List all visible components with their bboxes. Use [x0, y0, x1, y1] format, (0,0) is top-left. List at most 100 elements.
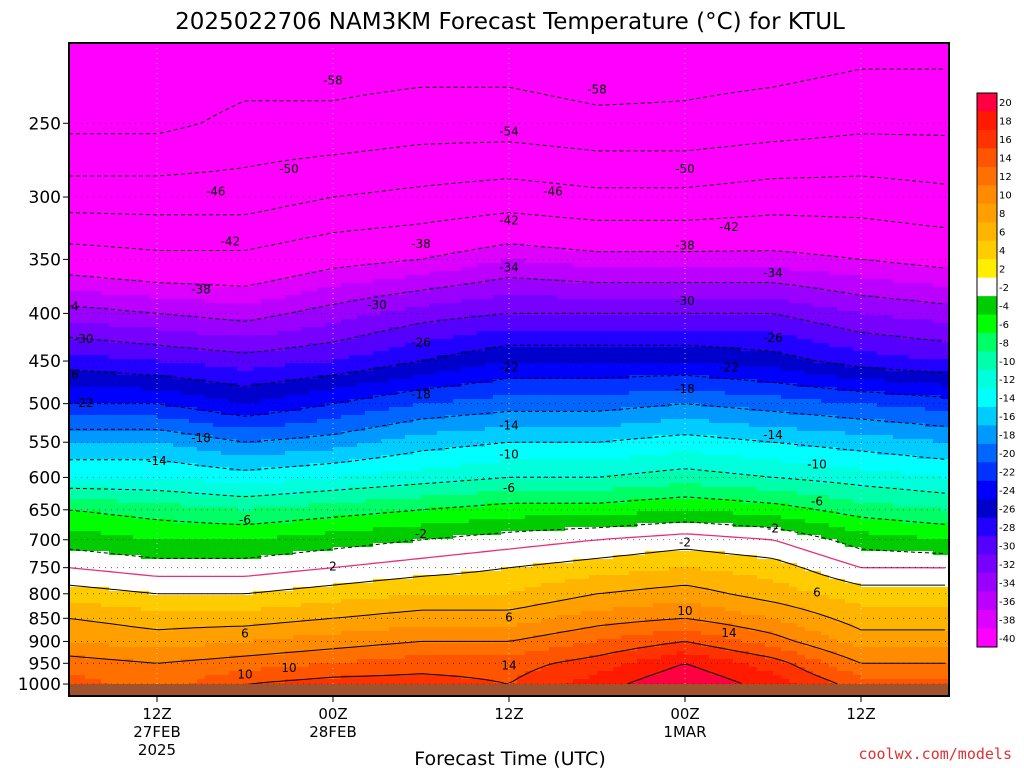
- temperature-cell: [301, 107, 310, 112]
- temperature-cell: [117, 511, 126, 516]
- temperature-cell: [165, 183, 174, 188]
- temperature-cell: [269, 239, 278, 244]
- temperature-cell: [189, 227, 198, 232]
- temperature-cell: [133, 671, 142, 676]
- temperature-cell: [189, 211, 198, 216]
- temperature-cell: [205, 239, 214, 244]
- temperature-cell: [69, 395, 78, 400]
- temperature-cell: [261, 327, 270, 332]
- temperature-cell: [237, 599, 246, 604]
- temperature-cell: [213, 623, 222, 628]
- temperature-cell: [141, 143, 150, 148]
- temperature-cell: [261, 387, 270, 392]
- temperature-cell: [245, 575, 254, 580]
- temperature-cell: [109, 579, 118, 584]
- temperature-cell: [277, 283, 286, 288]
- temperature-cell: [181, 187, 190, 192]
- temperature-cell: [197, 259, 206, 264]
- temperature-cell: [221, 455, 230, 460]
- temperature-cell: [125, 483, 134, 488]
- temperature-cell: [109, 659, 118, 664]
- temperature-cell: [173, 203, 182, 208]
- temperature-cell: [85, 271, 94, 276]
- temperature-cell: [269, 267, 278, 272]
- temperature-cell: [101, 191, 110, 196]
- temperature-cell: [157, 635, 166, 640]
- temperature-cell: [261, 67, 270, 72]
- temperature-cell: [189, 419, 198, 424]
- temperature-cell: [197, 223, 206, 228]
- temperature-cell: [269, 283, 278, 288]
- temperature-cell: [133, 147, 142, 152]
- temperature-cell: [101, 667, 110, 672]
- temperature-cell: [189, 543, 198, 548]
- temperature-cell: [165, 223, 174, 228]
- temperature-cell: [277, 127, 286, 132]
- temperature-cell: [165, 507, 174, 512]
- temperature-cell: [165, 159, 174, 164]
- temperature-cell: [85, 671, 94, 676]
- temperature-cell: [189, 171, 198, 176]
- temperature-cell: [125, 335, 134, 340]
- temperature-cell: [101, 491, 110, 496]
- temperature-cell: [109, 43, 118, 48]
- temperature-cell: [149, 223, 158, 228]
- temperature-cell: [189, 323, 198, 328]
- temperature-cell: [293, 107, 302, 112]
- temperature-cell: [221, 543, 230, 548]
- temperature-cell: [277, 207, 286, 212]
- temperature-cell: [157, 147, 166, 152]
- temperature-cell: [277, 203, 286, 208]
- temperature-cell: [253, 343, 262, 348]
- temperature-cell: [293, 175, 302, 180]
- temperature-cell: [261, 351, 270, 356]
- temperature-cell: [245, 171, 254, 176]
- temperature-cell: [189, 219, 198, 224]
- temperature-cell: [181, 67, 190, 72]
- temperature-cell: [205, 167, 214, 172]
- temperature-cell: [237, 375, 246, 380]
- temperature-cell: [237, 299, 246, 304]
- temperature-cell: [189, 71, 198, 76]
- temperature-cell: [221, 263, 230, 268]
- temperature-cell: [261, 83, 270, 88]
- temperature-cell: [221, 287, 230, 292]
- temperature-cell: [157, 575, 166, 580]
- temperature-cell: [133, 119, 142, 124]
- temperature-cell: [69, 135, 78, 140]
- temperature-cell: [141, 479, 150, 484]
- temperature-cell: [149, 411, 158, 416]
- temperature-cell: [309, 299, 318, 304]
- temperature-cell: [301, 71, 310, 76]
- temperature-cell: [117, 339, 126, 344]
- temperature-cell: [301, 619, 310, 624]
- temperature-cell: [189, 423, 198, 428]
- temperature-cell: [149, 335, 158, 340]
- temperature-cell: [261, 363, 270, 368]
- temperature-cell: [197, 451, 206, 456]
- temperature-cell: [309, 107, 318, 112]
- temperature-cell: [285, 447, 294, 452]
- temperature-cell: [285, 339, 294, 344]
- temperature-cell: [269, 95, 278, 100]
- temperature-cell: [165, 551, 174, 556]
- temperature-cell: [245, 143, 254, 148]
- temperature-cell: [189, 571, 198, 576]
- temperature-cell: [277, 439, 286, 444]
- temperature-cell: [149, 395, 158, 400]
- temperature-cell: [101, 399, 110, 404]
- temperature-cell: [253, 119, 262, 124]
- temperature-cell: [301, 199, 310, 204]
- temperature-cell: [165, 211, 174, 216]
- temperature-cell: [309, 295, 318, 300]
- temperature-cell: [213, 431, 222, 436]
- temperature-cell: [93, 527, 102, 532]
- temperature-cell: [69, 435, 78, 440]
- temperature-cell: [149, 523, 158, 528]
- temperature-cell: [69, 631, 78, 636]
- temperature-cell: [93, 655, 102, 660]
- temperature-cell: [69, 147, 78, 152]
- temperature-cell: [165, 675, 174, 680]
- temperature-cell: [109, 83, 118, 88]
- temperature-cell: [165, 327, 174, 332]
